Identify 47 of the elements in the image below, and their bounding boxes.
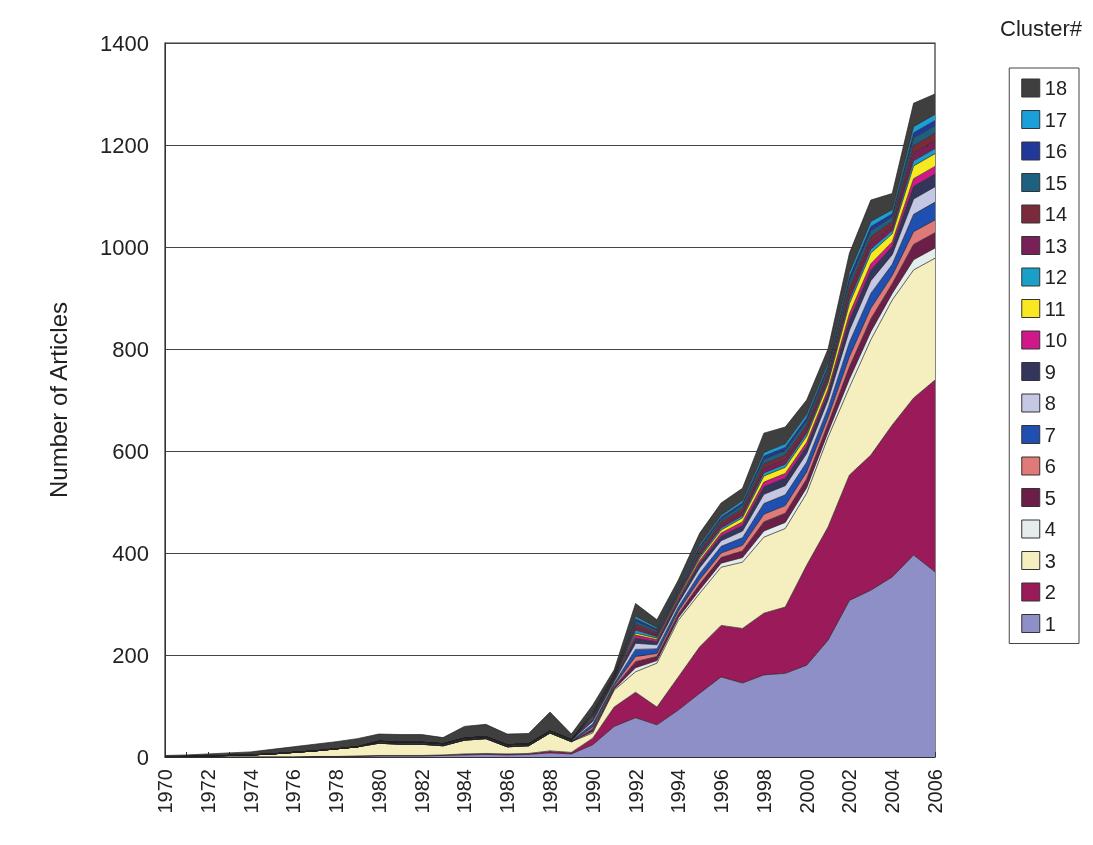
legend-label: 11 — [1044, 297, 1066, 320]
x-tick-label: 2004 — [881, 769, 904, 814]
x-tick-label: 1984 — [453, 769, 476, 814]
legend-label: 4 — [1044, 518, 1056, 540]
x-tick-label: 1990 — [581, 769, 604, 814]
legend-label: 16 — [1044, 140, 1067, 162]
y-tick-label: 600 — [112, 438, 149, 464]
legend-label: 10 — [1044, 329, 1067, 351]
x-tick-label: 1982 — [410, 769, 433, 814]
legend-label: 7 — [1044, 423, 1056, 446]
x-tick-label: 1974 — [239, 769, 262, 814]
y-tick-label: 0 — [136, 744, 149, 770]
x-tick-label: 1994 — [667, 769, 690, 814]
legend-label: 9 — [1044, 360, 1056, 383]
legend-label: 1 — [1044, 612, 1056, 635]
legend-label: 15 — [1044, 171, 1067, 194]
legend-label: 6 — [1044, 455, 1056, 477]
y-tick-label: 1400 — [100, 30, 149, 56]
x-tick-label: 1978 — [325, 769, 348, 814]
x-tick-label: 2002 — [838, 769, 861, 814]
legend-label: 12 — [1044, 266, 1067, 288]
legend-title: Cluster# — [1000, 15, 1083, 41]
x-tick-label: 1988 — [539, 769, 561, 814]
y-tick-label: 1000 — [100, 234, 149, 260]
x-tick-label: 2006 — [924, 769, 946, 814]
legend-label: 13 — [1044, 234, 1067, 257]
x-tick-label: 1998 — [752, 769, 775, 814]
x-tick-label: 1972 — [196, 769, 219, 814]
x-tick-label: 1970 — [154, 769, 176, 814]
x-tick-label: 1996 — [710, 769, 733, 814]
legend-label: 8 — [1044, 392, 1056, 414]
legend-label: 17 — [1044, 108, 1067, 131]
legend-label: 3 — [1044, 549, 1056, 572]
x-tick-label: 1992 — [624, 769, 647, 814]
x-tick-label: 1986 — [496, 769, 519, 814]
legend-label: 5 — [1044, 486, 1056, 509]
x-tick-label: 1976 — [282, 769, 305, 814]
x-tick-label: 1980 — [367, 769, 390, 814]
y-tick-label: 800 — [112, 336, 149, 362]
legend-label: 18 — [1044, 77, 1067, 99]
y-tick-label: 1200 — [100, 132, 149, 158]
y-axis-title: Number of Articles — [44, 301, 72, 499]
legend-label: 14 — [1044, 203, 1067, 225]
y-tick-label: 200 — [112, 642, 149, 668]
x-tick-label: 2000 — [795, 769, 818, 814]
legend-label: 2 — [1044, 581, 1056, 603]
y-tick-label: 400 — [112, 540, 149, 566]
